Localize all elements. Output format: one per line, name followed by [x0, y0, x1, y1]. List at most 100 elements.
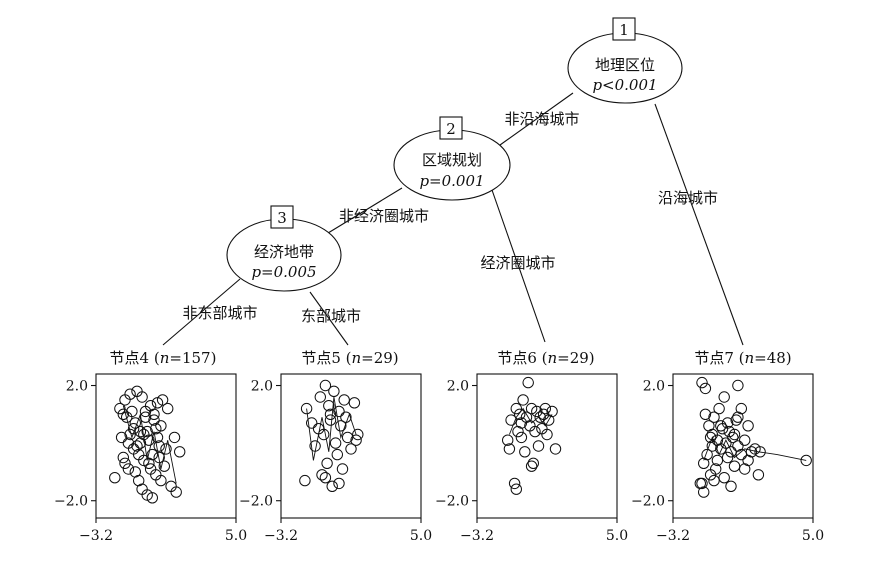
- data-point: [350, 434, 362, 446]
- y-tick-label: −2.0: [631, 494, 665, 510]
- terminal-title-4: 节点4 (n=157): [110, 349, 217, 367]
- data-point: [336, 463, 349, 475]
- data-point: [549, 443, 562, 455]
- data-point: [323, 400, 335, 412]
- data-point: [134, 425, 147, 438]
- data-point: [124, 388, 136, 400]
- tree-node-1: 1 地理区位 p<0.001: [567, 17, 683, 104]
- series-line: [306, 396, 357, 461]
- data-point: [324, 414, 337, 426]
- panel-frame: [280, 373, 422, 519]
- data-point: [739, 463, 751, 475]
- y-tick-label: −2.0: [435, 494, 469, 510]
- data-point: [730, 414, 742, 426]
- data-point: [701, 448, 713, 461]
- data-point: [698, 486, 710, 498]
- data-point: [525, 402, 538, 415]
- data-point: [539, 402, 551, 415]
- node-id: 2: [446, 120, 456, 138]
- data-point: [153, 440, 165, 452]
- data-point: [715, 420, 727, 432]
- data-point: [319, 379, 332, 392]
- node-id-box: [612, 17, 636, 41]
- panel-frame: [476, 373, 618, 519]
- data-point: [706, 440, 718, 452]
- data-point: [510, 402, 522, 415]
- data-point: [143, 457, 155, 469]
- scatter-panel-node-6: 2.0 −2.0 −3.2 5.0: [435, 373, 628, 544]
- node-id: 1: [619, 21, 629, 39]
- data-point: [324, 408, 337, 420]
- node-split-variable: 地理区位: [595, 56, 655, 74]
- edge-1-7: [654, 103, 744, 346]
- data-point: [711, 454, 724, 467]
- scatter-panel-node-4: 2.0 −2.0 −3.2 5.0: [54, 373, 247, 544]
- data-point: [728, 428, 741, 441]
- data-point: [117, 451, 130, 464]
- data-point: [505, 414, 517, 426]
- y-tick-label: 2.0: [251, 379, 273, 395]
- data-point: [319, 472, 332, 484]
- data-point: [158, 460, 171, 472]
- data-point: [739, 434, 751, 446]
- series-line: [508, 407, 553, 435]
- data-point: [708, 411, 720, 423]
- data-point: [732, 411, 744, 423]
- data-point: [515, 431, 528, 444]
- panel-frame: [672, 373, 814, 519]
- data-point: [541, 428, 553, 441]
- data-point: [333, 405, 345, 418]
- y-tick-label: −2.0: [239, 494, 273, 510]
- data-point: [326, 480, 338, 492]
- data-point: [153, 451, 165, 464]
- data-point: [117, 408, 130, 420]
- data-point: [718, 391, 730, 403]
- data-point: [696, 376, 708, 389]
- data-point: [136, 483, 148, 495]
- terminal-title-6: 节点6 (n=29): [497, 349, 594, 367]
- data-point: [126, 405, 138, 418]
- terminal-n-symbol: n: [351, 349, 361, 367]
- data-point: [519, 446, 531, 458]
- data-point: [331, 448, 343, 461]
- data-point: [127, 423, 140, 435]
- node-p-value: p=0.005: [251, 263, 316, 281]
- data-point: [529, 425, 541, 438]
- terminal-n-symbol: n: [160, 349, 170, 367]
- data-point: [114, 402, 126, 415]
- data-point: [150, 423, 162, 435]
- data-point: [174, 446, 186, 458]
- data-point: [708, 474, 720, 487]
- tree-node-3: 3 经济地带 p=0.005: [226, 205, 342, 292]
- terminal-prefix: 节点6 (: [497, 349, 547, 367]
- panel-frame: [95, 373, 237, 519]
- terminal-n-value: =29): [557, 349, 595, 367]
- data-point: [699, 382, 712, 395]
- data-point: [735, 448, 747, 461]
- edge-2-6: [491, 189, 546, 343]
- edge-1-2: [499, 92, 574, 146]
- data-point: [318, 428, 330, 441]
- node-p-value: p<0.001: [592, 76, 657, 94]
- data-point: [725, 480, 737, 492]
- data-point: [299, 474, 311, 487]
- terminal-title-7: 节点7 (n=48): [694, 349, 791, 367]
- data-point: [503, 443, 516, 455]
- edge-label-econ-circle: 经济圈城市: [480, 254, 555, 272]
- data-point: [525, 460, 538, 472]
- scatter-panel-node-5: 2.0 −2.0 −3.2 5.0: [239, 373, 432, 544]
- terminal-prefix: 节点5 (: [301, 349, 351, 367]
- data-point: [502, 434, 514, 446]
- data-point: [333, 477, 345, 490]
- data-point: [340, 411, 352, 423]
- data-point: [800, 454, 812, 467]
- data-point: [699, 408, 712, 420]
- data-point: [328, 385, 340, 397]
- data-point: [338, 394, 350, 406]
- data-point: [335, 420, 347, 432]
- x-tick-label: −3.2: [460, 528, 494, 544]
- data-point: [170, 486, 182, 498]
- data-point: [348, 397, 361, 409]
- data-point: [316, 469, 328, 481]
